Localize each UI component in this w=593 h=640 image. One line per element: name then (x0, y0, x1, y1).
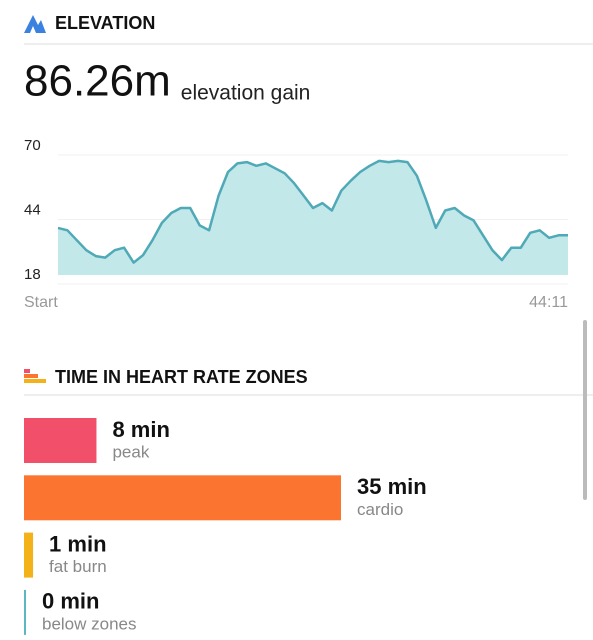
y-tick-label: 44 (24, 201, 41, 218)
summary-value: 86.26m (24, 57, 171, 106)
zone-value: 8 min (112, 417, 169, 442)
zone-bar (24, 589, 26, 635)
summary-label: elevation gain (181, 82, 311, 105)
zone-name: below zones (42, 614, 137, 633)
zone-name: peak (112, 442, 149, 461)
zone-name: fat burn (49, 557, 107, 576)
zone-bar (24, 418, 97, 463)
x-start-label: Start (24, 294, 58, 311)
x-end-label: 44:11 (529, 294, 568, 311)
elevation-icon (24, 15, 46, 33)
zone-bar (24, 475, 341, 521)
elevation-line (57, 159, 568, 264)
y-tick-label: 70 (24, 137, 41, 154)
scrollbar (583, 320, 587, 500)
section-title: TIME IN HEART RATE ZONES (55, 367, 308, 387)
elevation-area (58, 160, 568, 275)
zone-name: cardio (357, 500, 403, 519)
zone-bar (24, 532, 34, 578)
zone-value: 1 min (49, 531, 106, 556)
zone-value: 35 min (357, 474, 427, 499)
y-tick-label: 18 (24, 266, 41, 283)
zone-value: 0 min (42, 589, 99, 614)
zones-icon (24, 369, 46, 383)
section-title: ELEVATION (55, 13, 155, 33)
